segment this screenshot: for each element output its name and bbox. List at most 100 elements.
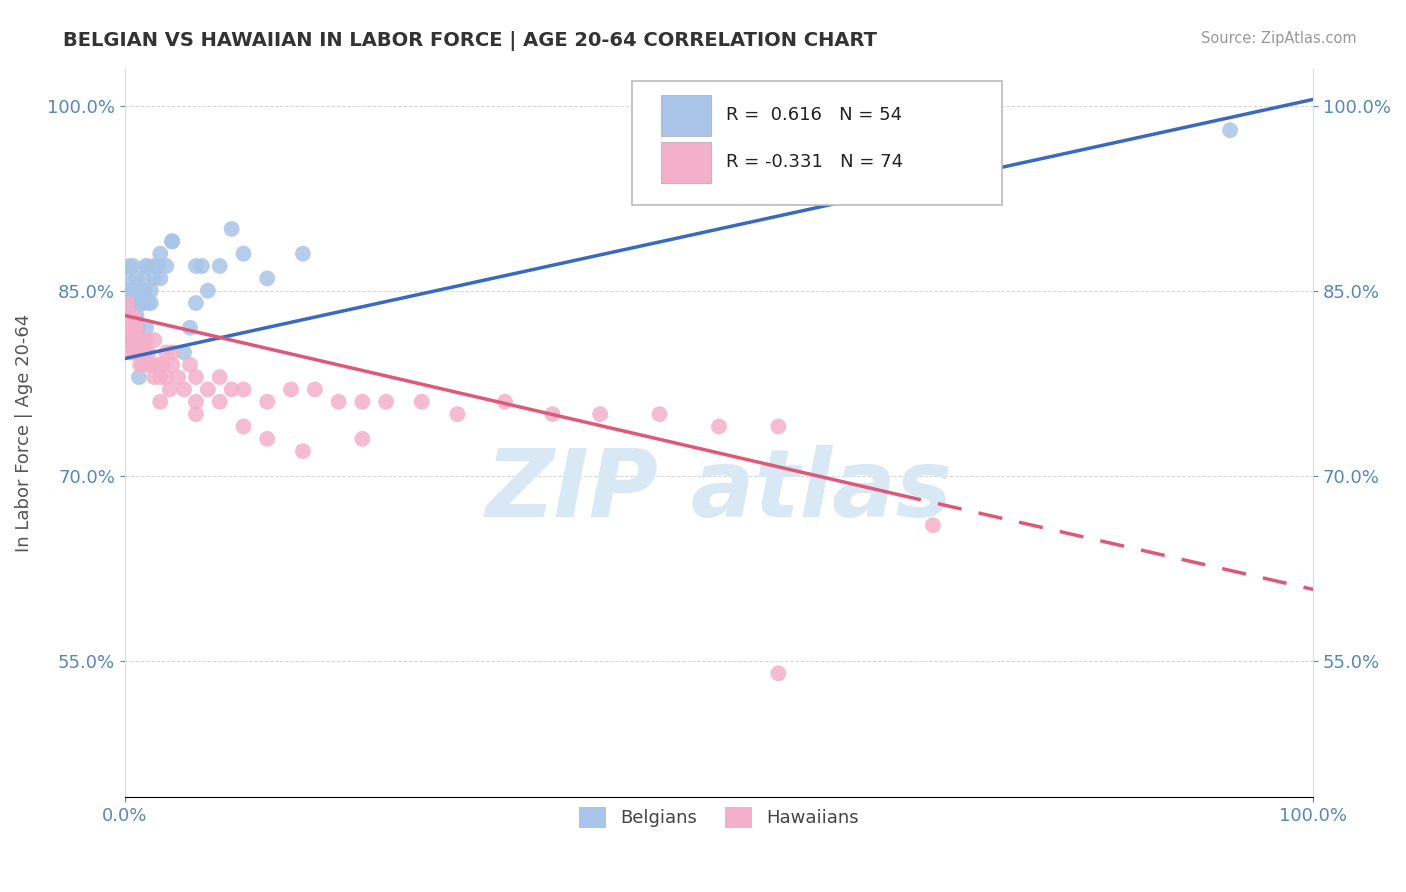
- Point: [135, 320, 157, 334]
- Point: [197, 284, 219, 298]
- Point: [184, 407, 207, 421]
- Point: [221, 383, 243, 397]
- Point: [328, 394, 350, 409]
- Point: [128, 333, 150, 347]
- Point: [173, 383, 195, 397]
- Point: [134, 345, 156, 359]
- Point: [114, 309, 136, 323]
- Point: [149, 246, 172, 260]
- Point: [117, 271, 139, 285]
- Text: ZIP atlas: ZIP atlas: [485, 445, 952, 537]
- Point: [768, 666, 790, 681]
- Point: [143, 271, 166, 285]
- Point: [256, 271, 278, 285]
- FancyBboxPatch shape: [633, 81, 1002, 205]
- Point: [120, 320, 142, 334]
- Point: [120, 333, 142, 347]
- Point: [160, 358, 183, 372]
- Point: [291, 246, 314, 260]
- Point: [117, 333, 139, 347]
- Point: [124, 296, 146, 310]
- Point: [125, 333, 148, 347]
- Point: [129, 358, 152, 372]
- Point: [184, 394, 207, 409]
- Point: [117, 320, 139, 334]
- Point: [149, 370, 172, 384]
- Point: [179, 358, 201, 372]
- Point: [191, 259, 214, 273]
- Point: [124, 320, 146, 334]
- Point: [125, 320, 148, 334]
- Point: [146, 259, 169, 273]
- Point: [120, 296, 142, 310]
- Point: [221, 222, 243, 236]
- Y-axis label: In Labor Force | Age 20-64: In Labor Force | Age 20-64: [15, 313, 32, 552]
- Point: [131, 358, 153, 372]
- Point: [129, 345, 152, 359]
- Point: [232, 383, 254, 397]
- Point: [160, 235, 183, 249]
- Point: [352, 432, 374, 446]
- Point: [125, 271, 148, 285]
- Point: [149, 394, 172, 409]
- Point: [115, 296, 138, 310]
- Point: [143, 370, 166, 384]
- Point: [117, 309, 139, 323]
- Point: [139, 296, 162, 310]
- Point: [184, 259, 207, 273]
- Point: [139, 284, 162, 298]
- Point: [184, 296, 207, 310]
- Point: [122, 320, 145, 334]
- Point: [132, 271, 155, 285]
- Point: [179, 320, 201, 334]
- Text: BELGIAN VS HAWAIIAN IN LABOR FORCE | AGE 20-64 CORRELATION CHART: BELGIAN VS HAWAIIAN IN LABOR FORCE | AGE…: [63, 31, 877, 51]
- Point: [352, 394, 374, 409]
- Point: [155, 345, 177, 359]
- Point: [280, 383, 302, 397]
- Point: [155, 370, 177, 384]
- Point: [768, 419, 790, 434]
- Point: [208, 259, 231, 273]
- Point: [143, 333, 166, 347]
- Point: [115, 296, 138, 310]
- FancyBboxPatch shape: [661, 142, 710, 183]
- Point: [155, 259, 177, 273]
- Point: [128, 370, 150, 384]
- Point: [127, 333, 149, 347]
- Legend: Belgians, Hawaiians: Belgians, Hawaiians: [572, 800, 866, 835]
- Point: [135, 259, 157, 273]
- Point: [129, 296, 152, 310]
- Point: [121, 333, 143, 347]
- Text: R = -0.331   N = 74: R = -0.331 N = 74: [725, 153, 903, 171]
- Point: [648, 407, 671, 421]
- Point: [1219, 123, 1241, 137]
- Point: [129, 284, 152, 298]
- Point: [232, 246, 254, 260]
- Point: [149, 271, 172, 285]
- Point: [146, 358, 169, 372]
- Point: [184, 370, 207, 384]
- Point: [122, 309, 145, 323]
- Point: [132, 333, 155, 347]
- Point: [125, 309, 148, 323]
- Point: [138, 345, 160, 359]
- Point: [118, 309, 141, 323]
- Point: [167, 370, 190, 384]
- Point: [134, 284, 156, 298]
- Point: [446, 407, 468, 421]
- Point: [256, 432, 278, 446]
- FancyBboxPatch shape: [661, 95, 710, 136]
- Point: [122, 333, 145, 347]
- Point: [115, 309, 138, 323]
- Point: [541, 407, 564, 421]
- Point: [121, 284, 143, 298]
- Point: [304, 383, 326, 397]
- Text: R =  0.616   N = 54: R = 0.616 N = 54: [725, 106, 903, 124]
- Point: [118, 259, 141, 273]
- Point: [121, 309, 143, 323]
- Point: [138, 296, 160, 310]
- Point: [128, 333, 150, 347]
- Point: [160, 235, 183, 249]
- Point: [117, 284, 139, 298]
- Point: [131, 296, 153, 310]
